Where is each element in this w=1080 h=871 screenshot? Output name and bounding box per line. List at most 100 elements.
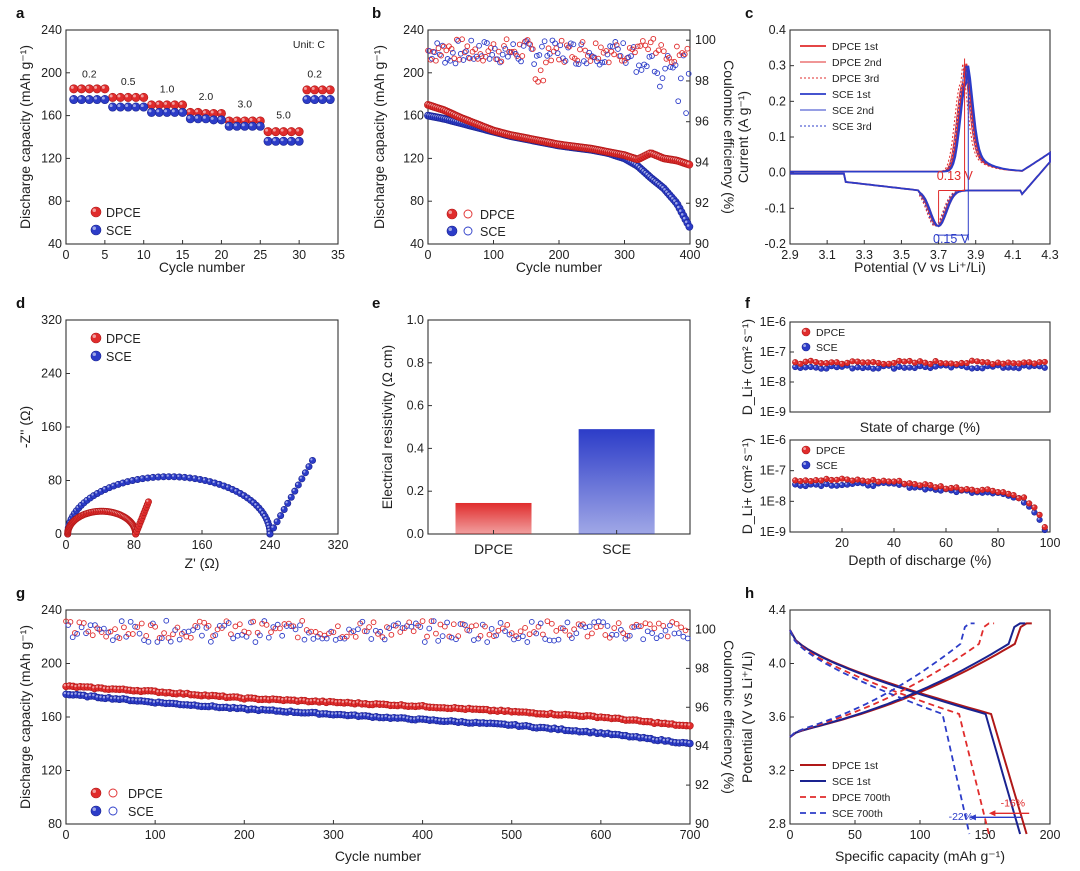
y-tick-label: 0.1 xyxy=(769,130,786,144)
dpce-ce-point xyxy=(461,49,468,56)
dpce-point-highlight xyxy=(803,359,806,362)
dpce-ce-point xyxy=(634,43,641,50)
sce-point-highlight xyxy=(95,491,98,494)
sce-point-highlight xyxy=(102,487,106,490)
dpce-capacity-point-highlight xyxy=(206,693,209,696)
dpce-capacity-point-highlight xyxy=(298,698,302,701)
sce-capacity-point-highlight xyxy=(673,740,676,743)
dpce-capacity-point-highlight xyxy=(231,694,234,697)
sce-gap-label: 0.15 V xyxy=(933,232,970,246)
dpce-ce-point xyxy=(433,57,439,64)
sce-ce-point xyxy=(569,635,575,641)
sce-point xyxy=(240,121,250,131)
sce-point xyxy=(108,102,118,112)
sce-ce-point xyxy=(431,49,438,56)
sce-point-highlight xyxy=(171,109,175,113)
sce-point xyxy=(979,365,986,372)
dpce-ce-point xyxy=(335,623,341,630)
y-tick-label: -0.2 xyxy=(764,237,786,251)
sce-ce-point xyxy=(675,98,682,105)
dpce-capacity-point-highlight xyxy=(174,691,177,694)
sce-point xyxy=(170,107,180,117)
dpce-capacity-point-highlight xyxy=(234,694,238,698)
sce-ce-point xyxy=(524,639,531,645)
sce-point-highlight xyxy=(918,364,921,367)
dpce-capacity-point-highlight xyxy=(359,701,362,704)
sce-ce-point xyxy=(101,625,107,632)
sce-capacity-point-highlight xyxy=(227,705,231,709)
dpce-ce-point xyxy=(519,53,526,59)
y-tick-label: 4.0 xyxy=(769,657,786,671)
sce-capacity-point-highlight xyxy=(430,717,434,720)
dpce-capacity-point-highlight xyxy=(569,712,573,716)
dpce-ce-point xyxy=(438,52,444,59)
dpce-ce-point xyxy=(427,56,434,63)
sce-point-highlight xyxy=(1037,517,1040,520)
sce-point-highlight xyxy=(212,480,215,483)
sce-capacity-point-highlight xyxy=(181,702,184,705)
sce-ce-point xyxy=(628,53,634,59)
y-tick-label: 240 xyxy=(41,367,62,381)
x-tick-label: 0 xyxy=(63,828,70,842)
dpce-ce-point xyxy=(655,620,662,627)
axes-b: 0 100 200 300 400 40 80 120 160 200 240 b Cycle numb… xyxy=(371,5,737,275)
dpce-point-highlight xyxy=(996,490,999,493)
sce-capacity-point-highlight xyxy=(666,738,669,741)
dpce-capacity-point-highlight xyxy=(666,721,669,725)
sce-point-highlight xyxy=(897,364,900,367)
y-tick-label: 0.4 xyxy=(407,441,424,455)
sce-ce-point xyxy=(368,636,375,642)
legend-dpce: DPCE xyxy=(128,787,163,801)
sce-point-highlight xyxy=(195,115,199,119)
dpce-ce-point xyxy=(537,67,544,74)
sce-point-highlight xyxy=(245,495,248,498)
sce-point xyxy=(901,364,908,371)
y-tick-label: 320 xyxy=(41,313,62,327)
dpce-ce-point xyxy=(170,631,176,638)
dpce-point xyxy=(906,480,913,487)
y2-axis-label: Coulombic efficiency (%) xyxy=(721,60,737,214)
dpce-point xyxy=(979,358,986,366)
dpce-point-highlight xyxy=(202,110,206,114)
dpce-point-highlight xyxy=(1042,359,1045,362)
dpce-point-highlight xyxy=(249,118,253,121)
sce-capacity-point-highlight xyxy=(427,717,430,721)
sce-capacity-point-highlight xyxy=(619,733,623,736)
dpce-ce-point xyxy=(428,618,435,624)
dpce-point xyxy=(859,359,866,366)
axes-c: 2.9 3.1 3.3 3.5 3.7 3.9 4.1 4.3 -0.2 -0.1 0.0 0.1 0.… xyxy=(735,5,1059,275)
dpce-point xyxy=(1015,495,1022,502)
sce-tail-point-highlight xyxy=(303,470,306,473)
sce-capacity-point-highlight xyxy=(627,734,630,737)
dpce-point xyxy=(963,485,970,493)
dpce-capacity-point-highlight xyxy=(445,706,448,709)
dpce-point-highlight xyxy=(944,486,947,489)
sce-tail-point xyxy=(294,481,302,489)
sce-point-highlight xyxy=(970,366,973,369)
dpce-point-highlight xyxy=(793,478,796,481)
sce-point-highlight xyxy=(226,485,229,488)
dpce-point xyxy=(896,357,903,365)
x-tick-label: 0 xyxy=(63,538,70,552)
sce-point-highlight xyxy=(164,109,168,113)
y-axis-label: -Z'' (Ω) xyxy=(17,406,33,448)
plot-frame xyxy=(427,319,691,535)
sce-ce-point xyxy=(430,618,437,624)
dpce-point xyxy=(833,476,840,483)
dpce-capacity-point-highlight xyxy=(505,708,509,711)
sce-capacity-point-highlight xyxy=(602,731,605,734)
dpce-ce-point xyxy=(112,626,118,632)
sce-ce-point xyxy=(564,619,571,626)
dpce-ce-point xyxy=(553,45,560,52)
dpce-point xyxy=(963,359,970,367)
dpce-capacity-point-highlight xyxy=(99,685,102,689)
dpce-fade-label: -16% xyxy=(1001,798,1026,810)
sce-tail-point-highlight xyxy=(299,476,302,479)
dpce-tail-point-highlight xyxy=(146,499,149,502)
sce-ce-point xyxy=(190,627,196,633)
sce-ce-point xyxy=(658,632,664,639)
dpce-ce-point xyxy=(535,78,541,85)
y-tick-label: 40 xyxy=(410,237,424,251)
sce-capacity-point-highlight xyxy=(120,696,124,699)
sce-capacity-point-highlight xyxy=(188,702,191,706)
